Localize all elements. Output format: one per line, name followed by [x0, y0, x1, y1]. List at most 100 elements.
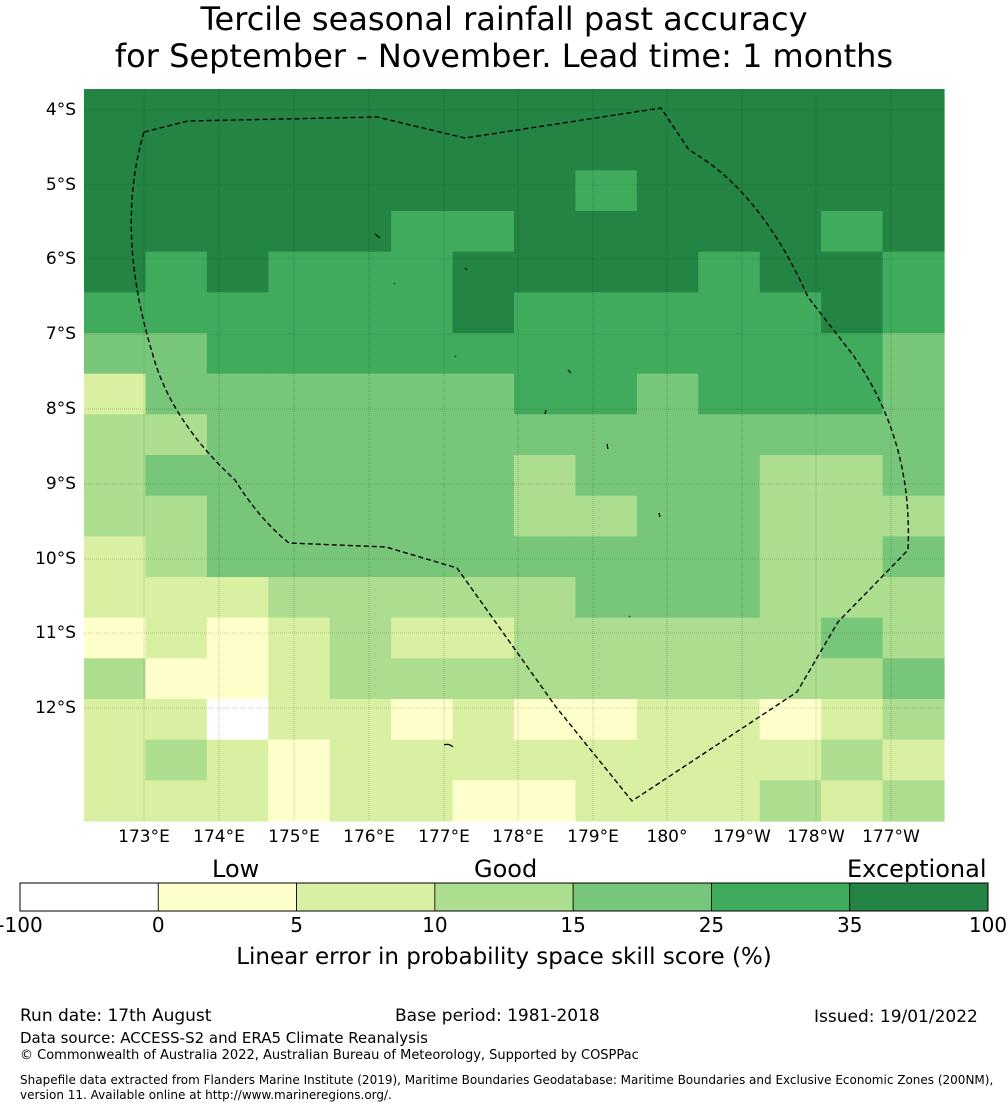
grid-cell — [698, 333, 761, 375]
grid-cell — [636, 292, 699, 334]
island-mark — [658, 512, 661, 518]
grid-cell — [452, 455, 515, 497]
latitude-label: 9°S — [45, 474, 76, 494]
grid-cell — [206, 577, 269, 619]
grid-cell — [329, 373, 392, 415]
grid-cell — [759, 577, 822, 619]
grid-cell — [145, 658, 208, 700]
island-mark — [464, 267, 468, 271]
grid-cell — [84, 455, 147, 497]
grid-cell — [882, 658, 945, 700]
grid-cell — [514, 373, 577, 415]
grid-cell — [206, 373, 269, 415]
legend-category-low: Low — [212, 855, 260, 883]
grid-cell — [636, 170, 699, 212]
grid-cell — [759, 455, 822, 497]
grid-cell — [575, 89, 638, 131]
grid-cell — [391, 577, 454, 619]
grid-cell — [206, 251, 269, 293]
grid-cell — [821, 780, 884, 822]
grid-cell — [391, 333, 454, 375]
map-title-line-1: Tercile seasonal rainfall past accuracy — [200, 0, 808, 38]
grid-cell — [882, 577, 945, 619]
grid-cell — [698, 617, 761, 659]
grid-cell — [206, 455, 269, 497]
graticule — [84, 89, 944, 821]
grid-cell — [268, 414, 331, 456]
grid-cell — [821, 129, 884, 171]
grid-cell — [145, 373, 208, 415]
latitude-label: 8°S — [45, 399, 76, 419]
grid-cell — [206, 495, 269, 537]
grid-cell — [84, 780, 147, 822]
grid-cell — [329, 333, 392, 375]
grid-cell — [821, 251, 884, 293]
grid-cell — [698, 739, 761, 781]
grid-cell — [84, 170, 147, 212]
colorbar-tick-label: 0 — [151, 913, 165, 937]
grid-cell — [575, 739, 638, 781]
grid-cell — [329, 536, 392, 578]
map-title-line-2: for September - November. Lead time: 1 m… — [114, 37, 894, 75]
grid-cell — [84, 495, 147, 537]
grid-cell — [329, 577, 392, 619]
colorbar-segment — [434, 882, 574, 912]
grid-cell — [391, 414, 454, 456]
grid-cell — [882, 414, 945, 456]
grid-cell — [391, 455, 454, 497]
colorbar-segment — [157, 882, 297, 912]
grid-cell — [145, 617, 208, 659]
grid-cell — [84, 89, 147, 131]
grid-cell — [329, 251, 392, 293]
grid-cell — [206, 333, 269, 375]
grid-cell — [698, 536, 761, 578]
shapefile-credit: Shapefile data extracted from Flanders M… — [20, 1073, 994, 1102]
grid-cell — [84, 577, 147, 619]
grid-cell — [575, 333, 638, 375]
colorbar-tick-label: 5 — [290, 913, 303, 937]
grid-cell — [206, 780, 269, 822]
grid-cell — [391, 292, 454, 334]
grid-cell — [452, 658, 515, 700]
grid-cell — [575, 658, 638, 700]
grid-cell — [759, 129, 822, 171]
grid-cell — [882, 780, 945, 822]
grid-cell — [759, 373, 822, 415]
grid-cell — [145, 333, 208, 375]
island-mark — [443, 743, 454, 748]
latitude-label: 11°S — [35, 623, 76, 643]
grid-cell — [514, 414, 577, 456]
colorbar-segment — [19, 882, 159, 912]
grid-cell — [882, 617, 945, 659]
grid-cell — [452, 251, 515, 293]
longitude-label: 174°E — [193, 827, 245, 847]
grid-cell — [391, 617, 454, 659]
issued-date: Issued: 19/01/2022 — [814, 1007, 978, 1027]
grid-cell — [821, 699, 884, 741]
grid-cell — [698, 455, 761, 497]
grid-cell — [268, 333, 331, 375]
grid-cell — [329, 170, 392, 212]
colorbar-segment — [711, 882, 851, 912]
grid-cell — [514, 455, 577, 497]
grid-cell — [206, 658, 269, 700]
grid-cell — [759, 211, 822, 253]
latitude-label: 12°S — [35, 698, 76, 718]
grid-cell — [452, 89, 515, 131]
grid-cell — [821, 292, 884, 334]
grid-cell — [84, 333, 147, 375]
grid-cell — [268, 617, 331, 659]
grid-cell — [882, 333, 945, 375]
grid-cell — [636, 333, 699, 375]
grid-cell — [145, 251, 208, 293]
grid-cell — [575, 373, 638, 415]
grid-cell — [329, 211, 392, 253]
grid-cell — [882, 536, 945, 578]
grid-cell — [514, 536, 577, 578]
grid-cell — [882, 455, 945, 497]
grid-cell — [575, 617, 638, 659]
grid-cell — [329, 495, 392, 537]
grid-cell — [391, 495, 454, 537]
grid-cell — [268, 455, 331, 497]
